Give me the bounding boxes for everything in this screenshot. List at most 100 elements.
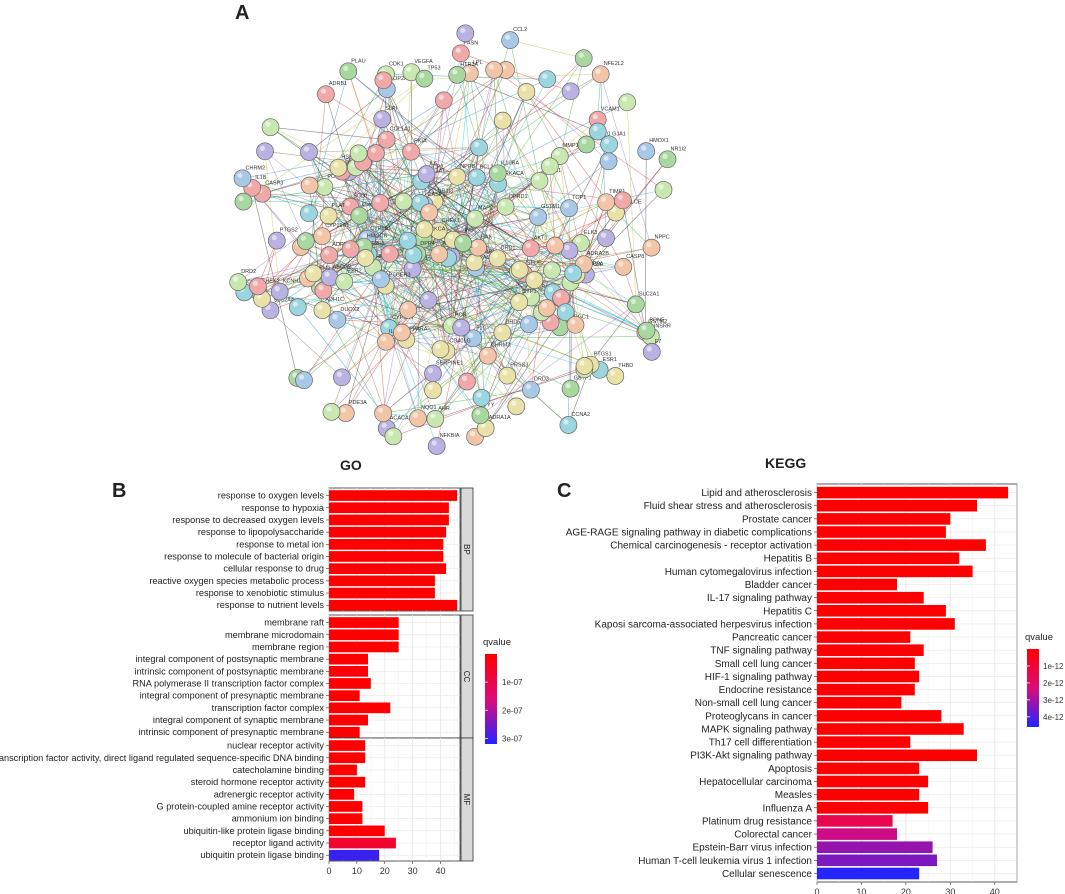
network-edge <box>270 126 387 140</box>
kegg-x-tick-label: 0 <box>814 887 819 894</box>
go-category-label: RNA polymerase II transcription factor c… <box>133 679 325 689</box>
network-edge <box>382 118 498 174</box>
network-node: NFE2L2 <box>591 61 624 84</box>
go-facet-cc: membrane raft membrane microdomain membran… <box>133 614 474 739</box>
network-node: SLC2A1 <box>627 291 659 314</box>
network-node <box>394 192 413 211</box>
kegg-bar-lipid-and-atherosclerosis <box>817 486 1009 499</box>
kegg-category-label: Platinum drug resistance <box>702 816 812 827</box>
network-node <box>404 246 423 264</box>
network-node-label: PLAU <box>351 58 365 64</box>
network-node <box>424 381 442 400</box>
go-bar-integral-component-of-postsynaptic-membrane <box>329 653 368 665</box>
network-node: PKIA <box>402 139 427 161</box>
network-node-label: TOP2A <box>390 76 408 82</box>
kegg-bar-chart: Lipid and atherosclerosis Fluid shear str… <box>566 483 1064 894</box>
network-node-label: ADRA2B <box>587 251 609 257</box>
go-x-tick-label: 20 <box>380 866 390 876</box>
kegg-bar-mapk-signaling-pathway <box>817 723 964 735</box>
network-node-label: BDNF <box>650 318 666 324</box>
network-node: NR1I2 <box>658 146 686 169</box>
network-node: ESR2 <box>335 269 362 291</box>
go-category-label: intrinsic component of postsynaptic memb… <box>135 666 324 676</box>
network-edge <box>380 273 524 280</box>
network-edge <box>466 381 517 407</box>
go-category-label: receptor ligand activity <box>233 838 325 848</box>
network-node: SLPI <box>373 106 398 128</box>
go-x-tick-label: 0 <box>326 866 331 876</box>
network-edge <box>585 274 637 305</box>
network-node-label: VEGFA <box>414 59 433 65</box>
kegg-category-label: Fluid shear stress and atherosclerosis <box>644 501 812 512</box>
network-edge <box>502 120 506 207</box>
kegg-bar-kaposi-sarcoma-associated-herpesvirus-infection <box>817 618 955 630</box>
go-bar-chart: response to oxygen levels response to hyp… <box>0 487 523 876</box>
network-node: COL1A1 <box>377 127 411 149</box>
network-node: KCNH2 <box>270 279 301 301</box>
network-edge <box>325 94 350 173</box>
go-bar-catecholamine-binding <box>329 764 357 776</box>
network-node: HMOX1 <box>637 138 669 160</box>
network-node-label: HK2 <box>376 254 387 260</box>
network-node <box>322 403 341 421</box>
go-category-label: response to decreased oxygen levels <box>172 515 324 525</box>
network-node-label: PKIA <box>414 139 427 145</box>
network-node <box>419 291 438 309</box>
go-category-label: nuclear receptor activity <box>227 741 324 751</box>
network-node-label: AKR1C3 <box>534 285 555 291</box>
network-edge <box>358 153 520 270</box>
kegg-bar-hepatitis-b <box>817 552 960 565</box>
network-edge <box>345 201 404 414</box>
kegg-category-label: PI3K-Akt signaling pathway <box>690 751 812 762</box>
kegg-category-label: Hepatitis B <box>764 554 813 565</box>
go-bar-ammonium-ion-binding <box>329 813 363 824</box>
network-node-label: PTGS1 <box>594 352 612 358</box>
network-edge <box>432 269 520 391</box>
network-node-label: CHEK1 <box>442 218 460 224</box>
kegg-bar-human-cytomegalovirus-infection <box>817 565 973 578</box>
network-node <box>507 397 526 416</box>
network-edge <box>600 74 652 248</box>
network-node-label: CASP9 <box>428 192 446 198</box>
network-edge <box>456 74 480 148</box>
network-node-label: CASP8 <box>626 254 644 260</box>
network-node <box>456 24 475 43</box>
go-bar-cellular-response-to-drug <box>329 563 447 574</box>
network-node-label: NQO1 <box>421 405 437 411</box>
go-bar-integral-component-of-presynaptic-membrane <box>329 690 360 701</box>
network-edge <box>421 181 577 276</box>
network-node-label: NPPB <box>460 164 475 170</box>
network-node-label: ACACA <box>390 415 409 421</box>
network-edge <box>403 72 412 202</box>
go-category-label: membrane microdomain <box>225 630 324 640</box>
kegg-bar-fluid-shear-stress-and-atherosclerosis <box>817 499 977 512</box>
go-category-label: transcription factor complex <box>212 703 325 713</box>
network-node: VEGFA <box>402 59 433 82</box>
network-edge <box>385 341 434 374</box>
network-node-label: BCL2 <box>480 164 494 170</box>
network-node <box>597 229 615 247</box>
go-facet-strip <box>460 487 474 612</box>
go-category-label: response to xenobiotic stimulus <box>196 588 325 598</box>
go-category-label: transcription factor activity, direct li… <box>0 753 324 763</box>
network-node-label: SLPI <box>385 106 397 112</box>
kegg-x-tick-label: 30 <box>945 887 955 894</box>
network-node: TOP1 <box>560 195 586 218</box>
network-node: MAP2 <box>466 206 493 228</box>
go-bar-membrane-microdomain <box>329 629 399 641</box>
kegg-category-label: HIF-1 signaling pathway <box>705 672 812 683</box>
go-bar-g-protein-coupled-amine-receptor-activity <box>329 801 363 812</box>
network-node-label: CHRM3 <box>491 343 511 349</box>
network-node <box>556 303 575 322</box>
network-edge <box>451 200 623 326</box>
network-edge <box>365 177 427 259</box>
network-node <box>300 176 319 195</box>
kegg-legend-tick: 2e-12 <box>1043 679 1064 688</box>
network-edge <box>358 100 444 154</box>
go-legend-tick: 2e-07 <box>502 706 523 715</box>
go-category-label: ubiquitin protein ligase binding <box>200 850 324 860</box>
kegg-legend-tick: 1e-12 <box>1043 662 1064 671</box>
kegg-category-label: Proteoglycans in cancer <box>705 711 812 722</box>
network-node <box>525 271 544 289</box>
network-edge <box>476 177 577 276</box>
